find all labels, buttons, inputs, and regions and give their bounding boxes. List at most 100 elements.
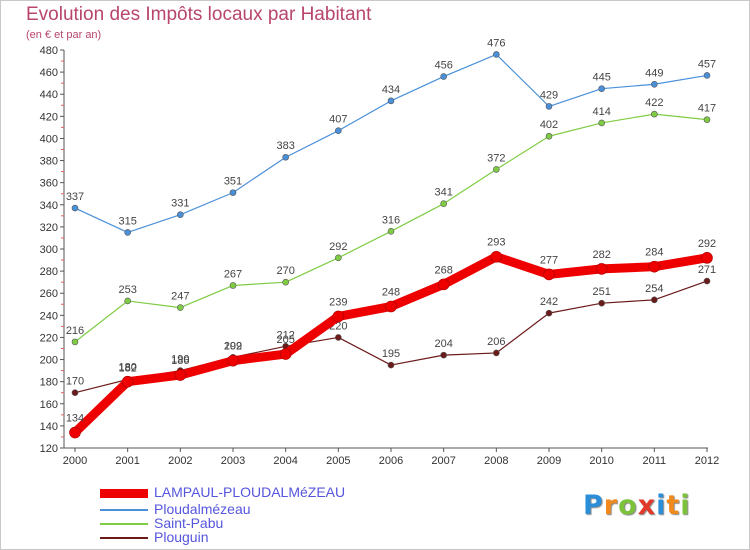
data-point: [703, 116, 711, 123]
y-tick-label: 400: [40, 133, 58, 145]
data-label: 293: [487, 237, 505, 249]
data-point: [335, 334, 342, 341]
data-point: [71, 338, 79, 346]
y-tick-label: 280: [40, 266, 58, 278]
legend-label-lampaul: LAMPAUL-PLOUDALMéZEAU: [154, 484, 346, 500]
data-label: 268: [434, 264, 452, 276]
logo-letter: r: [603, 490, 619, 521]
logo-letter: t: [666, 490, 681, 521]
data-point: [545, 132, 553, 140]
data-point: [651, 80, 658, 88]
data-label: 407: [329, 114, 347, 126]
data-label: 292: [329, 241, 347, 253]
y-tick-label: 200: [40, 355, 58, 367]
data-label: 134: [66, 413, 84, 425]
data-label: 212: [276, 329, 294, 341]
x-tick-label: 2003: [221, 455, 245, 467]
data-label: 434: [382, 84, 400, 96]
data-label: 170: [66, 376, 84, 388]
data-point: [282, 278, 289, 286]
data-point: [177, 211, 184, 219]
data-label: 270: [276, 265, 294, 277]
y-tick-label: 380: [40, 156, 58, 168]
x-tick-label: 2010: [589, 455, 613, 467]
x-tick-label: 2004: [273, 455, 297, 467]
y-tick-label: 300: [40, 244, 58, 256]
data-label: 253: [118, 284, 136, 296]
data-label: 271: [698, 264, 716, 276]
data-label: 247: [171, 291, 189, 303]
data-label: 429: [540, 89, 558, 101]
x-tick-label: 2008: [484, 455, 508, 467]
legend-swatch-lampaul: [100, 489, 148, 498]
data-point: [703, 277, 711, 285]
data-point: [385, 300, 397, 313]
data-point: [545, 103, 553, 110]
data-label: 282: [592, 249, 610, 261]
data-point: [279, 348, 292, 360]
data-label: 456: [434, 60, 452, 72]
data-point: [598, 85, 605, 92]
data-label: 341: [434, 187, 452, 199]
y-tick-label: 340: [40, 200, 58, 212]
data-point: [651, 110, 658, 118]
data-label: 202: [224, 340, 242, 352]
data-point: [229, 189, 237, 196]
data-point: [651, 296, 658, 304]
data-point: [440, 351, 447, 359]
data-point: [440, 200, 447, 207]
x-tick-label: 2011: [643, 455, 667, 467]
data-label: 186: [171, 355, 189, 367]
data-label: 254: [645, 283, 663, 295]
y-tick-label: 460: [40, 67, 58, 79]
data-point: [174, 369, 187, 381]
data-point: [229, 282, 237, 289]
data-label: 316: [382, 214, 400, 226]
data-point: [282, 153, 289, 161]
data-label: 205: [276, 334, 294, 346]
data-point: [701, 252, 713, 264]
data-point: [332, 310, 345, 323]
y-tick-label: 180: [40, 377, 58, 389]
data-label: 372: [487, 152, 505, 164]
x-tick-label: 2002: [168, 455, 192, 467]
data-label: 337: [66, 191, 84, 203]
proxiti-logo: Proxiti: [583, 490, 691, 521]
series-line-0: [70, 252, 712, 438]
data-label: 414: [592, 106, 610, 118]
data-label: 351: [224, 176, 242, 188]
data-label: 199: [224, 341, 242, 353]
data-label: 445: [592, 72, 610, 84]
x-tick-label: 2007: [431, 455, 455, 467]
data-label: 182: [118, 362, 136, 374]
data-label: 476: [487, 37, 505, 49]
data-point: [493, 51, 500, 58]
x-tick-label: 2005: [326, 455, 350, 467]
y-tick-label: 120: [40, 443, 58, 455]
data-point: [69, 426, 81, 439]
y-tick-label: 160: [40, 399, 58, 411]
data-label: 251: [592, 286, 610, 298]
data-label: 206: [487, 336, 505, 348]
data-label: 190: [171, 354, 189, 366]
x-tick-label: 2009: [537, 455, 561, 467]
data-point: [493, 166, 500, 173]
x-tick-label: 2000: [63, 455, 87, 467]
data-label: 457: [698, 58, 716, 70]
data-point: [124, 297, 131, 305]
data-point: [387, 97, 395, 105]
data-point: [71, 204, 79, 212]
data-point: [177, 304, 184, 311]
y-tick-label: 440: [40, 89, 58, 101]
data-label: 277: [540, 254, 558, 266]
y-tick-label: 220: [40, 332, 58, 344]
data-label: 248: [382, 286, 400, 298]
chart-subtitle: (en € et par an): [26, 29, 102, 41]
x-tick-label: 2006: [379, 455, 403, 467]
data-label: 422: [645, 97, 663, 109]
data-point: [335, 127, 342, 135]
logo-letter: x: [637, 490, 657, 521]
logo-letter: P: [583, 490, 604, 521]
y-tick-label: 420: [40, 111, 58, 123]
